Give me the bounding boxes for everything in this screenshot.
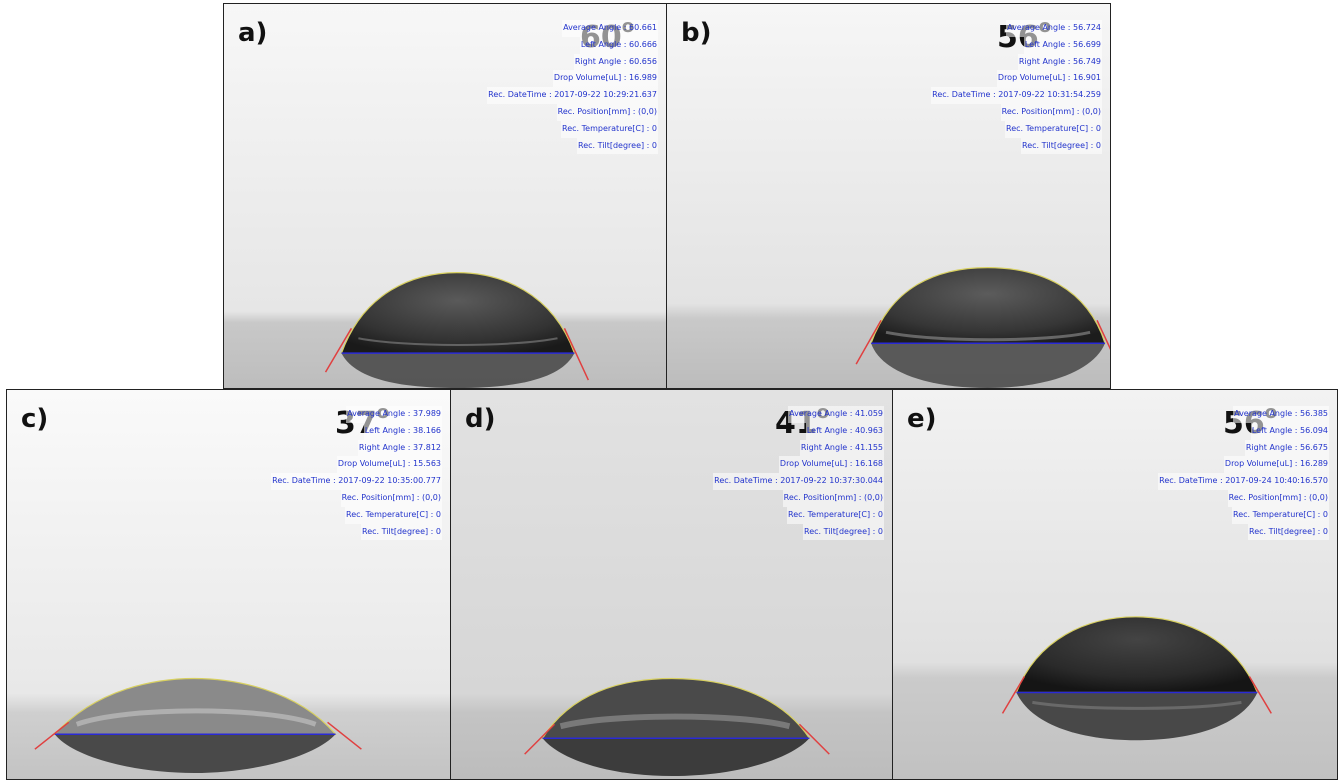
readout-line: Rec. Position[mm] : (0,0) — [782, 489, 884, 507]
readout-line: Rec. Tilt[degree] : 0 — [1248, 523, 1329, 541]
droplet-image-c — [7, 390, 450, 779]
droplet-image-d — [451, 390, 892, 779]
readout-line: Drop Volume[uL] : 16.168 — [778, 456, 884, 474]
readout-line: Rec. Position[mm] : (0,0) — [1227, 489, 1329, 507]
readout-line: Right Angle : 56.749 — [1017, 53, 1102, 71]
readout-line: Rec. Tilt[degree] : 0 — [1021, 137, 1102, 155]
measurement-readout: Average Angle : 56.385 Left Angle : 56.0… — [1158, 406, 1329, 541]
panel-b: b) 56o Average Angle : 56.724 Left Angle… — [666, 3, 1111, 389]
readout-line: Rec. Tilt[degree] : 0 — [361, 523, 442, 541]
readout-line: Rec. DateTime : 2017-09-22 10:29:21.637 — [487, 87, 658, 104]
readout-line: Left Angle : 56.699 — [1023, 36, 1102, 54]
readout-line: Rec. Temperature[C] : 0 — [561, 120, 658, 138]
readout-line: Rec. DateTime : 2017-09-22 10:35:00.777 — [271, 473, 442, 490]
readout-line: Rec. Position[mm] : (0,0) — [556, 103, 658, 121]
panel-label: d) — [465, 404, 496, 434]
panel-label: c) — [21, 404, 49, 434]
measurement-readout: Average Angle : 41.059 Left Angle : 40.9… — [713, 406, 884, 541]
measurement-readout: Average Angle : 56.724 Left Angle : 56.6… — [931, 20, 1102, 155]
readout-line: Drop Volume[uL] : 15.563 — [336, 456, 442, 474]
panel-e: e) 56o Average Angle : 56.385 Left Angle… — [892, 389, 1338, 780]
readout-line: Rec. DateTime : 2017-09-22 10:31:54.259 — [931, 87, 1102, 104]
readout-line: Left Angle : 38.166 — [363, 422, 442, 440]
readout-line: Average Angle : 37.989 — [346, 406, 442, 423]
readout-line: Rec. Tilt[degree] : 0 — [577, 137, 658, 155]
readout-line: Average Angle : 41.059 — [788, 406, 884, 423]
readout-line: Rec. Temperature[C] : 0 — [787, 506, 884, 524]
readout-line: Rec. Position[mm] : (0,0) — [340, 489, 442, 507]
panel-d: d) 41o Average Angle : 41.059 Left Angle… — [450, 389, 893, 780]
readout-line: Right Angle : 60.656 — [573, 53, 658, 71]
readout-line: Right Angle : 37.812 — [357, 439, 442, 457]
readout-line: Left Angle : 56.094 — [1250, 422, 1329, 440]
readout-line: Rec. DateTime : 2017-09-22 10:37:30.044 — [713, 473, 884, 490]
readout-line: Left Angle : 60.666 — [579, 36, 658, 54]
panel-c: c) 37o Average Angle : 37.989 Left Angle… — [6, 389, 451, 780]
readout-line: Drop Volume[uL] : 16.989 — [552, 70, 658, 88]
readout-line: Right Angle : 56.675 — [1244, 439, 1329, 457]
measurement-readout: Average Angle : 37.989 Left Angle : 38.1… — [271, 406, 442, 541]
panel-label: b) — [681, 18, 712, 48]
panel-a: a) 60o Average Angle : 60.661 Left Angle… — [223, 3, 667, 389]
readout-line: Rec. Temperature[C] : 0 — [1232, 506, 1329, 524]
readout-line: Left Angle : 40.963 — [805, 422, 884, 440]
readout-line: Rec. Position[mm] : (0,0) — [1000, 103, 1102, 121]
readout-line: Average Angle : 56.724 — [1006, 20, 1102, 37]
readout-line: Right Angle : 41.155 — [799, 439, 884, 457]
panel-label: a) — [238, 18, 268, 48]
measurement-readout: Average Angle : 60.661 Left Angle : 60.6… — [487, 20, 658, 155]
readout-line: Rec. Temperature[C] : 0 — [1005, 120, 1102, 138]
readout-line: Rec. Tilt[degree] : 0 — [803, 523, 884, 541]
readout-line: Average Angle : 60.661 — [562, 20, 658, 37]
readout-line: Drop Volume[uL] : 16.901 — [996, 70, 1102, 88]
readout-line: Drop Volume[uL] : 16.289 — [1223, 456, 1329, 474]
readout-line: Rec. DateTime : 2017-09-24 10:40:16.570 — [1158, 473, 1329, 490]
readout-line: Average Angle : 56.385 — [1233, 406, 1329, 423]
panel-label: e) — [907, 404, 937, 434]
readout-line: Rec. Temperature[C] : 0 — [345, 506, 442, 524]
